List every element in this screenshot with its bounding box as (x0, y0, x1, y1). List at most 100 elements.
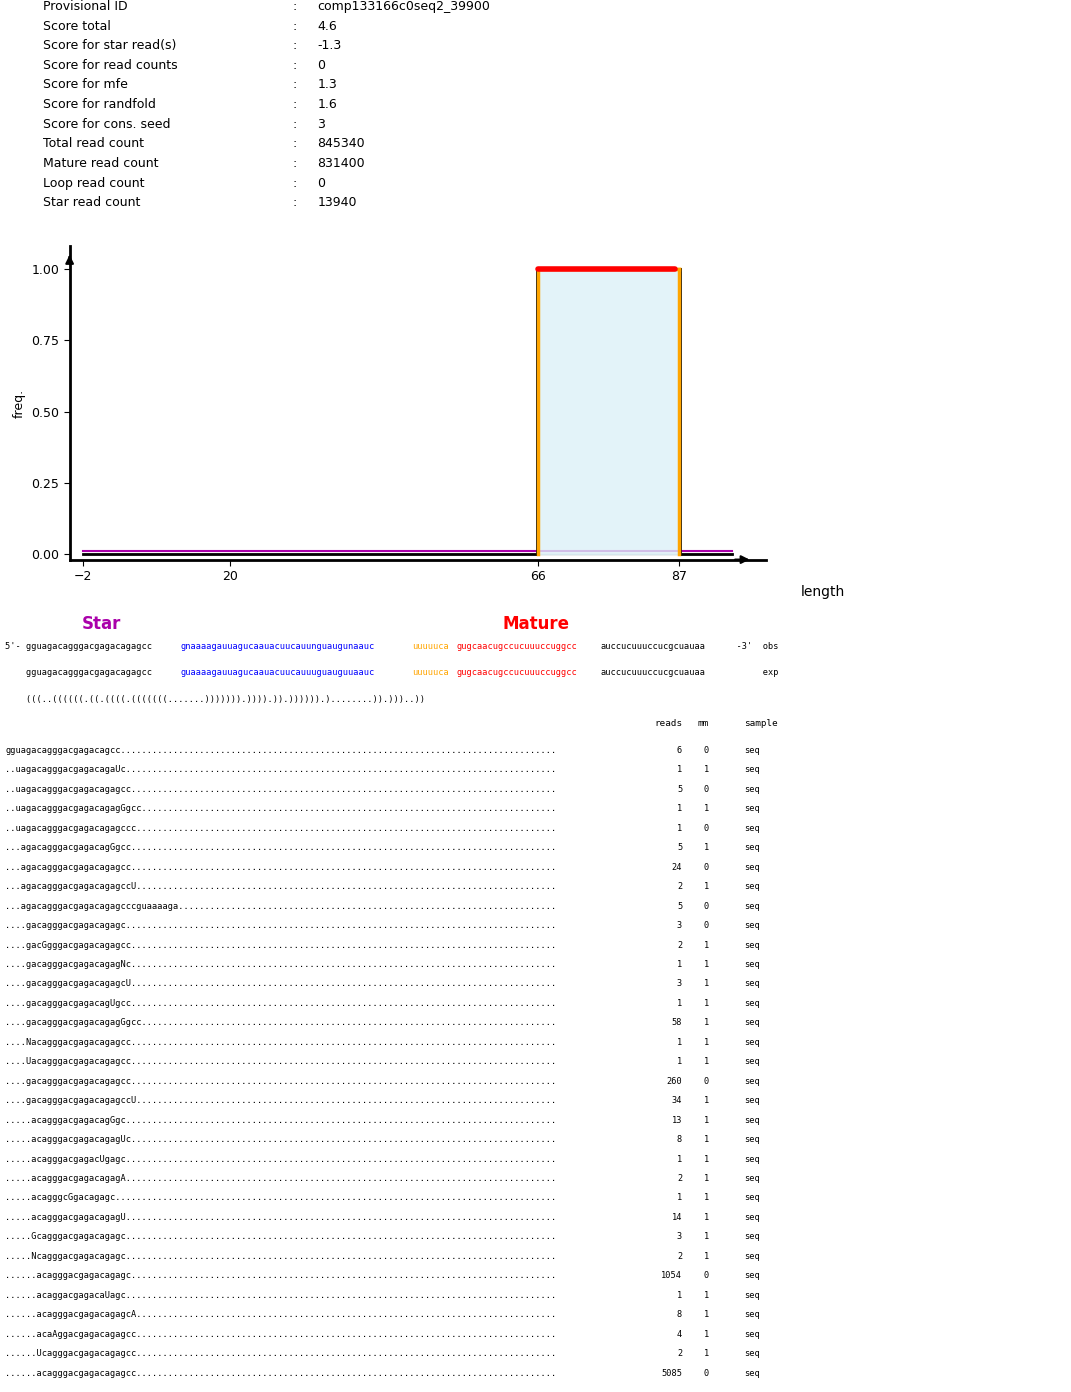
Text: 831400: 831400 (318, 157, 365, 170)
Text: seq: seq (744, 785, 760, 793)
Text: 5085: 5085 (661, 1368, 682, 1378)
Text: 1: 1 (704, 1251, 709, 1261)
Text: :: : (292, 19, 297, 32)
Text: 3: 3 (677, 1232, 682, 1242)
Text: 1: 1 (677, 1038, 682, 1047)
Text: ....gacagggacgagacagUgcc........................................................: ....gacagggacgagacagUgcc................… (5, 999, 557, 1008)
Text: seq: seq (744, 746, 760, 754)
Y-axis label: freq.: freq. (13, 388, 26, 418)
Text: ......acagggacgagacagagc........................................................: ......acagggacgagacagagc................… (5, 1271, 557, 1281)
Text: :: : (292, 118, 297, 131)
Text: ....gacGgggacgagacagagcc........................................................: ....gacGgggacgagacagagcc................… (5, 941, 557, 949)
Text: Score total: Score total (43, 19, 110, 32)
Text: uuuuuca: uuuuuca (412, 668, 450, 678)
Text: 1: 1 (704, 1349, 709, 1359)
Text: 1: 1 (704, 980, 709, 988)
Text: ....Nacagggacgagacagagcc........................................................: ....Nacagggacgagacagagcc................… (5, 1038, 557, 1047)
Text: Star: Star (82, 615, 121, 633)
Text: 0: 0 (704, 863, 709, 871)
Text: seq: seq (744, 1058, 760, 1066)
Text: :: : (292, 177, 297, 189)
Text: seq: seq (744, 980, 760, 988)
Text: 3: 3 (677, 980, 682, 988)
Text: Score for cons. seed: Score for cons. seed (43, 118, 170, 131)
Text: .....Gcagggacgagacagagc.........................................................: .....Gcagggacgagacagagc.................… (5, 1232, 557, 1242)
Text: 2: 2 (677, 1349, 682, 1359)
Text: 1: 1 (677, 766, 682, 774)
Text: 1: 1 (704, 844, 709, 852)
Text: Score for mfe: Score for mfe (43, 78, 127, 92)
Text: seq: seq (744, 1193, 760, 1203)
Text: exp: exp (726, 668, 779, 678)
Text: 14: 14 (672, 1212, 682, 1222)
Text: 5: 5 (677, 785, 682, 793)
Text: ..uagacagggacgagacagagGgcc......................................................: ..uagacagggacgagacagagGgcc..............… (5, 805, 557, 813)
Text: -3'  obs: -3' obs (726, 642, 779, 650)
Text: 1: 1 (704, 1193, 709, 1203)
Text: ..uagacagggacgagacagaUc.........................................................: ..uagacagggacgagacagaUc.................… (5, 766, 557, 774)
Text: :: : (292, 157, 297, 170)
Text: Total read count: Total read count (43, 138, 144, 150)
Text: seq: seq (744, 1115, 760, 1125)
Text: 260: 260 (666, 1077, 682, 1086)
Text: ......acagggacgagacagagcc.......................................................: ......acagggacgagacagagcc...............… (5, 1368, 557, 1378)
Text: 1: 1 (704, 1154, 709, 1164)
Text: Score for randfold: Score for randfold (43, 97, 155, 111)
Text: ......acaAggacgagacagagcc.......................................................: ......acaAggacgagacagagcc...............… (5, 1329, 557, 1339)
Text: seq: seq (744, 1251, 760, 1261)
Text: seq: seq (744, 1368, 760, 1378)
Text: mm: mm (697, 720, 709, 728)
Text: seq: seq (744, 960, 760, 969)
Text: 1: 1 (704, 1212, 709, 1222)
Text: Score for star read(s): Score for star read(s) (43, 39, 177, 53)
Text: 5: 5 (677, 844, 682, 852)
Text: 0: 0 (704, 785, 709, 793)
Text: seq: seq (744, 1154, 760, 1164)
Text: seq: seq (744, 1038, 760, 1047)
Text: 1: 1 (677, 1193, 682, 1203)
Text: 0: 0 (318, 58, 326, 72)
Text: 0: 0 (704, 1271, 709, 1281)
Text: gnaaaagauuagucaauacuucauunguaugunaauc: gnaaaagauuagucaauacuucauunguaugunaauc (181, 642, 375, 650)
Text: 1: 1 (704, 805, 709, 813)
Text: 2: 2 (677, 1173, 682, 1183)
Text: 13: 13 (672, 1115, 682, 1125)
Text: seq: seq (744, 1097, 760, 1105)
Text: .....acagggacgagacagGgc.........................................................: .....acagggacgagacagGgc.................… (5, 1115, 557, 1125)
Text: (((..((((((.((.((((.(((((((.......))))))).)))).)).)))))).)........)).)))..)): (((..((((((.((.((((.(((((((.......))))))… (5, 695, 425, 704)
Text: ...agacagggacgagacagagcccguaaaaga...............................................: ...agacagggacgagacagagcccguaaaaga.......… (5, 902, 557, 910)
Text: seq: seq (744, 766, 760, 774)
Text: Mature: Mature (502, 615, 569, 633)
Text: :: : (292, 58, 297, 72)
Text: ...agacagggacgagacagagcc........................................................: ...agacagggacgagacagagcc................… (5, 863, 557, 871)
Text: 1: 1 (704, 766, 709, 774)
Text: 1: 1 (677, 960, 682, 969)
Text: 1.6: 1.6 (318, 97, 337, 111)
Text: ....gacagggacgagacagagcc........................................................: ....gacagggacgagacagagcc................… (5, 1077, 557, 1086)
Text: 1: 1 (677, 824, 682, 832)
Text: 1: 1 (677, 999, 682, 1008)
Text: 1.3: 1.3 (318, 78, 337, 92)
Text: 1: 1 (704, 1038, 709, 1047)
Text: 1: 1 (704, 1019, 709, 1027)
Text: 0: 0 (704, 1077, 709, 1086)
Text: ...agacagggacgagacagagccU.......................................................: ...agacagggacgagacagagccU...............… (5, 883, 557, 891)
Text: Provisional ID: Provisional ID (43, 0, 127, 13)
Text: seq: seq (744, 1329, 760, 1339)
Text: 1: 1 (677, 805, 682, 813)
Text: seq: seq (744, 1173, 760, 1183)
Text: 0: 0 (704, 746, 709, 754)
Text: :: : (292, 196, 297, 209)
Text: 0: 0 (704, 922, 709, 930)
Text: seq: seq (744, 844, 760, 852)
Text: length: length (801, 585, 845, 599)
Text: 2: 2 (677, 1251, 682, 1261)
Text: 1: 1 (704, 1329, 709, 1339)
Text: ......acaggacgagacaUagc.........................................................: ......acaggacgagacaUagc.................… (5, 1290, 557, 1300)
Text: 1054: 1054 (661, 1271, 682, 1281)
Text: 0: 0 (704, 824, 709, 832)
Text: ......acagggacgagacagagcA.......................................................: ......acagggacgagacagagcA...............… (5, 1310, 557, 1320)
Text: seq: seq (744, 922, 760, 930)
Text: 0: 0 (318, 177, 326, 189)
Text: seq: seq (744, 1290, 760, 1300)
